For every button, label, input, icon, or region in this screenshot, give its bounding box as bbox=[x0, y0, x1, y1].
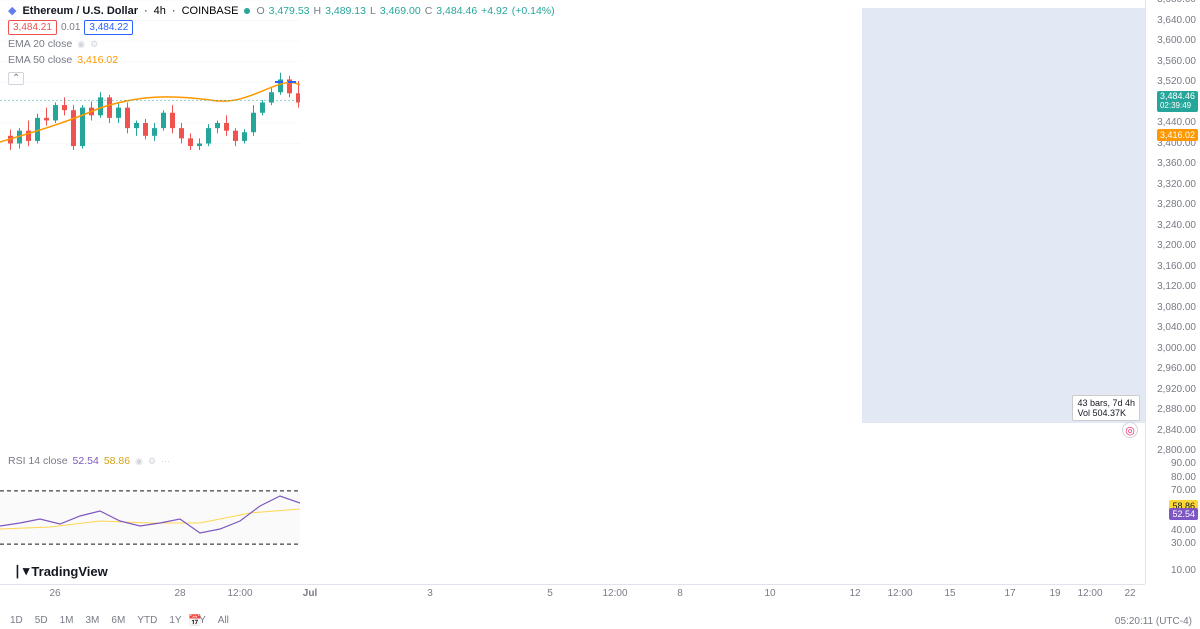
rsi-settings-icon[interactable]: ⚙ bbox=[148, 456, 156, 467]
rsi-signal-value: 58.86 bbox=[104, 455, 130, 467]
y-axis-label: 2,960.00 bbox=[1157, 363, 1196, 374]
x-axis-label: 28 bbox=[174, 588, 185, 599]
y-axis-label: 3,200.00 bbox=[1157, 240, 1196, 251]
measure-zone[interactable] bbox=[862, 8, 1145, 423]
exchange: COINBASE bbox=[182, 5, 239, 17]
o-value: 3,479.53 bbox=[269, 5, 310, 17]
x-axis-label: 8 bbox=[677, 588, 683, 599]
x-axis-label: 12:00 bbox=[887, 588, 912, 599]
timeframe-1m[interactable]: 1M bbox=[58, 614, 76, 627]
calendar-icon[interactable]: 📅 bbox=[188, 614, 202, 627]
ema50-label[interactable]: EMA 50 close bbox=[8, 54, 72, 66]
timeframe-5d[interactable]: 5D bbox=[33, 614, 50, 627]
ema20-label[interactable]: EMA 20 close bbox=[8, 38, 72, 50]
timeframe-3m[interactable]: 3M bbox=[84, 614, 102, 627]
rsi-value: 52.54 bbox=[73, 455, 99, 467]
x-axis-label: 5 bbox=[547, 588, 553, 599]
timeframe-ytd[interactable]: YTD bbox=[135, 614, 159, 627]
symbol-title[interactable]: Ethereum / U.S. Dollar bbox=[22, 5, 138, 17]
c-value: 3,484.46 bbox=[436, 5, 477, 17]
rsi-axis-label: 70.00 bbox=[1171, 485, 1196, 496]
x-axis-label: 22 bbox=[1124, 588, 1135, 599]
o-label: O bbox=[256, 5, 264, 17]
h-value: 3,489.13 bbox=[325, 5, 366, 17]
timeframe-6m[interactable]: 6M bbox=[109, 614, 127, 627]
c-label: C bbox=[425, 5, 433, 17]
h-label: H bbox=[314, 5, 322, 17]
spread: 0.01 bbox=[61, 22, 80, 33]
y-axis-label: 3,440.00 bbox=[1157, 117, 1196, 128]
ema50-price-tag: 3,416.02 bbox=[1157, 129, 1198, 141]
y-axis-label: 3,160.00 bbox=[1157, 261, 1196, 272]
interval[interactable]: 4h bbox=[154, 5, 166, 17]
status-dot bbox=[244, 8, 250, 14]
x-axis-label: 15 bbox=[944, 588, 955, 599]
time-axis[interactable]: 26 28 12:00 Jul 3 5 12:00 8 10 12 12:00 15 17 19 12:00… bbox=[0, 584, 1145, 609]
rsi-visibility-icon[interactable]: ◉ bbox=[135, 456, 143, 467]
y-axis-label: 3,520.00 bbox=[1157, 76, 1196, 87]
indicator-visibility-icon[interactable]: ◉ bbox=[77, 39, 85, 50]
y-axis-label: 2,840.00 bbox=[1157, 425, 1196, 436]
measure-label: 43 bars, 7d 4h Vol 504.37K bbox=[1072, 395, 1140, 421]
x-axis-label: 12:00 bbox=[227, 588, 252, 599]
rsi-band bbox=[0, 491, 300, 544]
eth-icon: ◆ bbox=[8, 4, 16, 17]
y-axis-label: 3,040.00 bbox=[1157, 322, 1196, 333]
x-axis-label: 12 bbox=[849, 588, 860, 599]
x-axis-label: 3 bbox=[427, 588, 433, 599]
y-axis-label: 3,600.00 bbox=[1157, 35, 1196, 46]
l-value: 3,469.00 bbox=[380, 5, 421, 17]
tv-icon: ❘▾ bbox=[12, 563, 29, 579]
x-axis-label: 26 bbox=[49, 588, 60, 599]
rsi-axis-label: 90.00 bbox=[1171, 458, 1196, 469]
current-price-tag: 3,484.46 02:39:49 bbox=[1157, 91, 1198, 112]
rsi-axis-label: 30.00 bbox=[1171, 538, 1196, 549]
y-axis-label: 3,000.00 bbox=[1157, 343, 1196, 354]
rsi-value-tag: 52.54 bbox=[1169, 508, 1198, 520]
target-icon[interactable]: ◎ bbox=[1122, 422, 1138, 438]
change-pct: (+0.14%) bbox=[512, 5, 555, 17]
y-axis-label: 3,120.00 bbox=[1157, 281, 1196, 292]
x-axis-label: 12:00 bbox=[602, 588, 627, 599]
y-axis-label: 3,560.00 bbox=[1157, 56, 1196, 67]
rsi-axis-label: 40.00 bbox=[1171, 525, 1196, 536]
separator: · bbox=[172, 5, 176, 17]
x-axis-label: Jul bbox=[303, 588, 317, 599]
indicator-settings-icon[interactable]: ⚙ bbox=[90, 39, 98, 50]
x-axis-label: 19 bbox=[1049, 588, 1060, 599]
timeframe-all[interactable]: All bbox=[216, 614, 231, 627]
x-axis-label: 12:00 bbox=[1077, 588, 1102, 599]
rsi-axis[interactable]: 90.0080.0070.0040.0030.0010.0058.8652.54 bbox=[1145, 451, 1200, 584]
y-axis-label: 3,240.00 bbox=[1157, 220, 1196, 231]
tradingview-logo[interactable]: ❘▾ TradingView bbox=[12, 563, 108, 579]
change: +4.92 bbox=[481, 5, 508, 17]
ema50-value: 3,416.02 bbox=[77, 54, 118, 66]
rsi-axis-label: 10.00 bbox=[1171, 565, 1196, 576]
y-axis-label: 3,680.00 bbox=[1157, 0, 1196, 5]
y-axis-label: 3,280.00 bbox=[1157, 199, 1196, 210]
separator: · bbox=[144, 5, 148, 17]
price-axis[interactable]: 3,680.00 3,640.00 3,600.00 3,560.00 3,520.00… bbox=[1145, 0, 1200, 451]
y-axis-label: 3,360.00 bbox=[1157, 158, 1196, 169]
clock: 05:20:11 (UTC-4) bbox=[1115, 616, 1192, 627]
y-axis-label: 2,880.00 bbox=[1157, 404, 1196, 415]
bid-price[interactable]: 3,484.21 bbox=[8, 20, 57, 35]
y-axis-label: 3,640.00 bbox=[1157, 15, 1196, 26]
timeframe-1y[interactable]: 1Y bbox=[167, 614, 183, 627]
rsi-axis-label: 80.00 bbox=[1171, 472, 1196, 483]
x-axis-label: 10 bbox=[764, 588, 775, 599]
timeframe-1d[interactable]: 1D bbox=[8, 614, 25, 627]
rsi-label[interactable]: RSI 14 close bbox=[8, 455, 68, 467]
x-axis-label: 17 bbox=[1004, 588, 1015, 599]
y-axis-label: 3,320.00 bbox=[1157, 179, 1196, 190]
rsi-more-icon[interactable]: ⋯ bbox=[161, 456, 170, 467]
y-axis-label: 2,920.00 bbox=[1157, 384, 1196, 395]
l-label: L bbox=[370, 5, 376, 17]
ask-price[interactable]: 3,484.22 bbox=[84, 20, 133, 35]
y-axis-label: 3,080.00 bbox=[1157, 302, 1196, 313]
